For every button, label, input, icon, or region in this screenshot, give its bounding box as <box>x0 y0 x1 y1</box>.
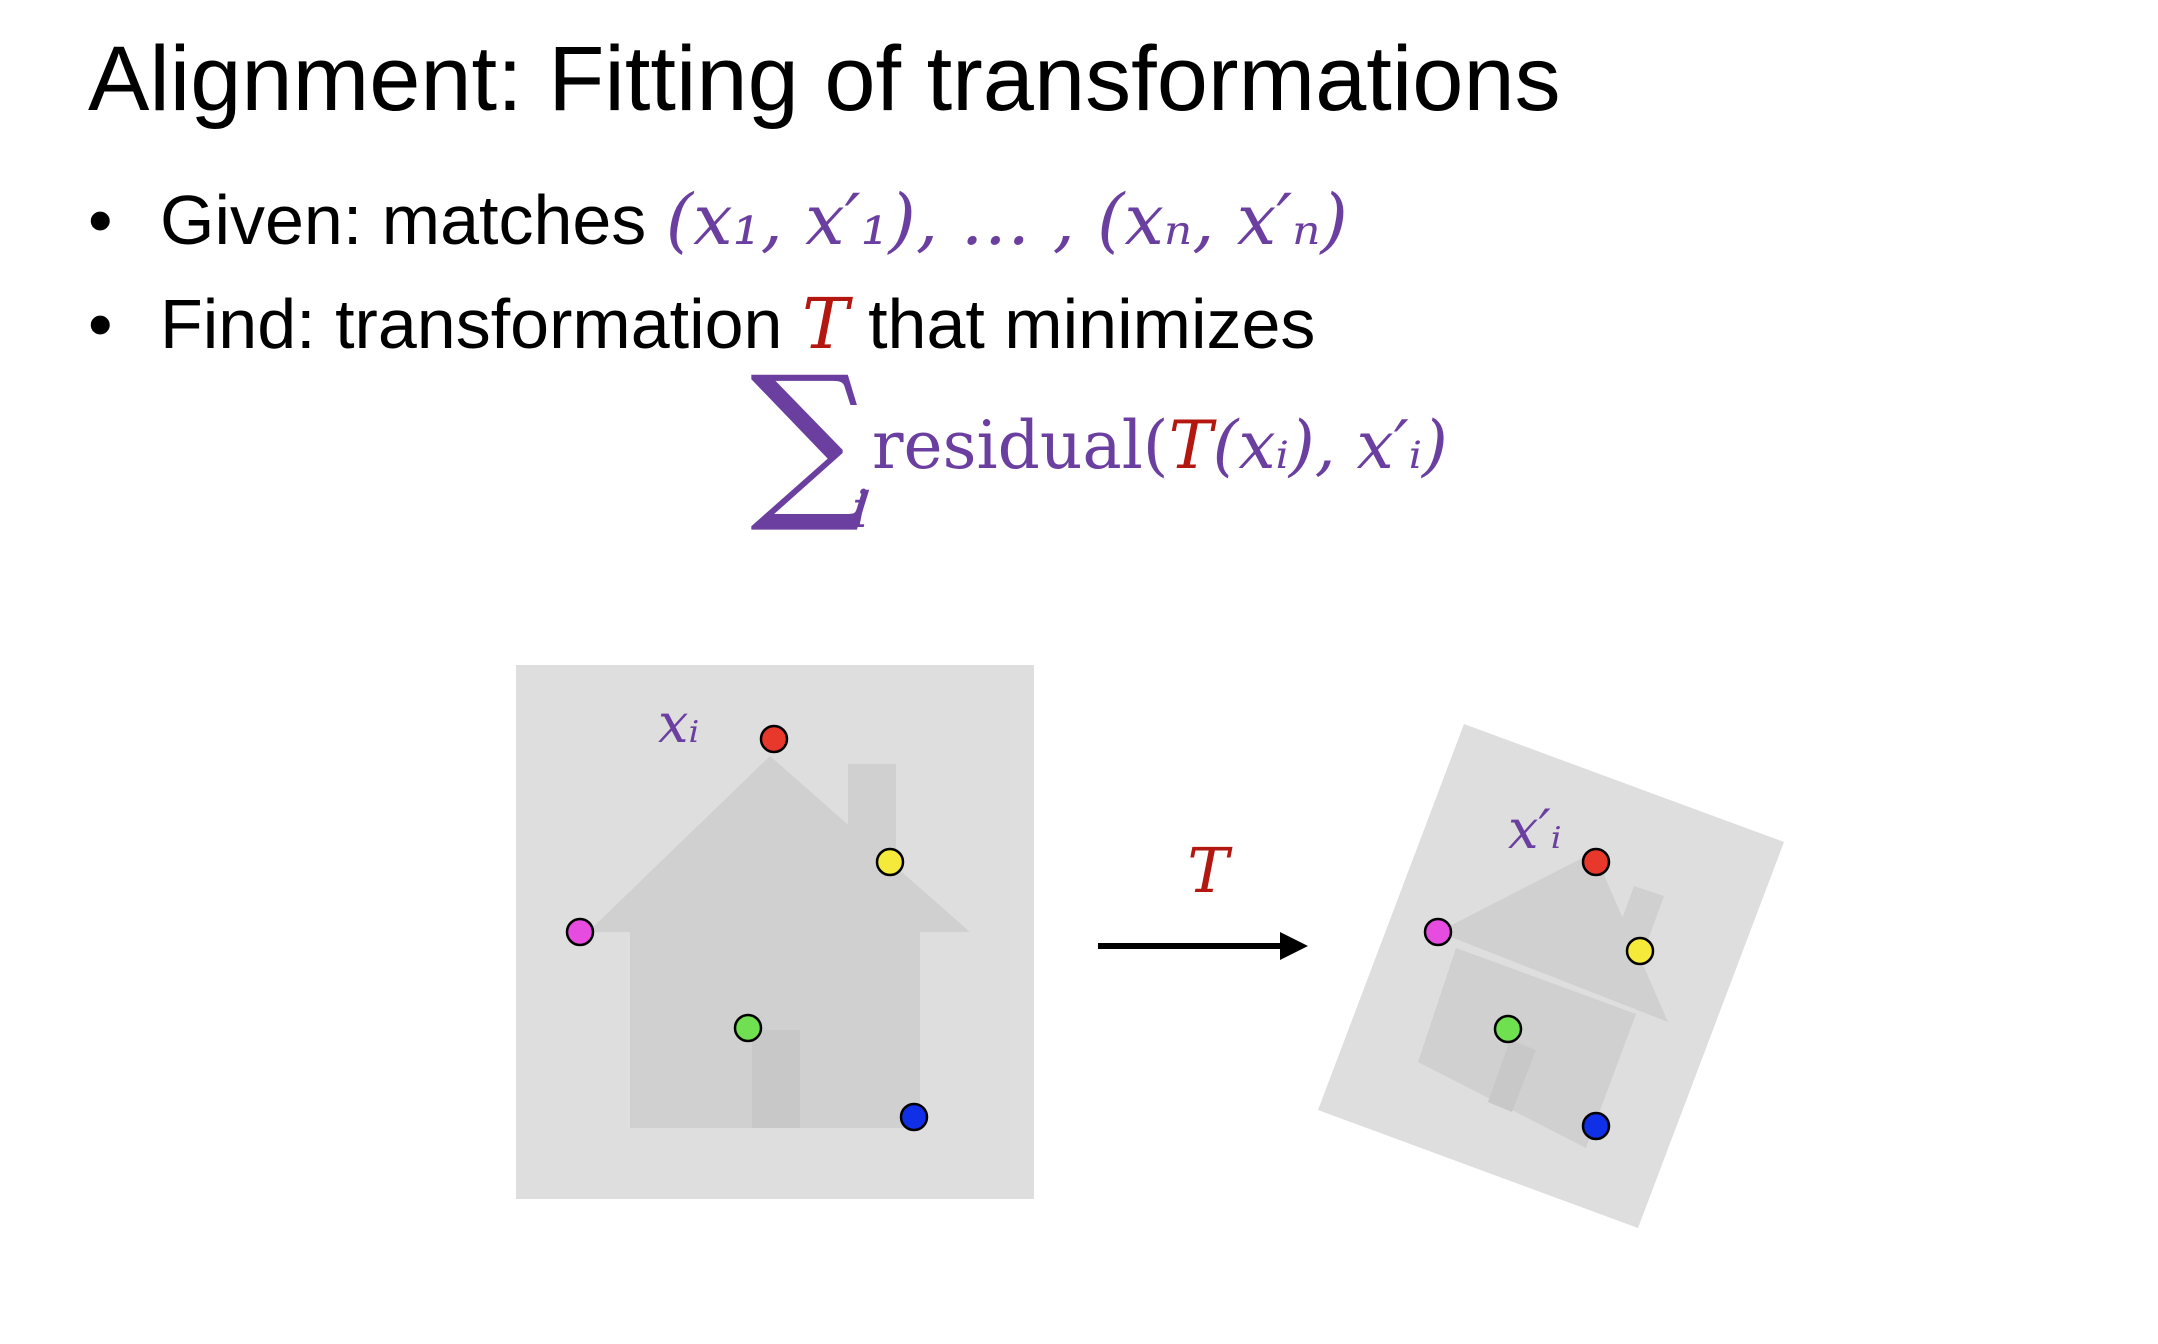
source-point-red <box>759 724 789 754</box>
bullet-marker: • <box>88 285 113 363</box>
sum-index: i <box>852 480 869 540</box>
matches-expression: (x₁, x′₁), … , (xₙ, x′ₙ) <box>665 179 1348 261</box>
bullet-given-text: Given: matches <box>160 181 666 259</box>
target-point-green <box>1493 1014 1523 1044</box>
source-image: xᵢ <box>516 665 1034 1199</box>
arrow-head <box>1280 932 1308 960</box>
formula-residual: residual( <box>872 407 1169 484</box>
bullet-given: • Given: matches (x₁, x′₁), … , (xₙ, x′ₙ) <box>88 178 1348 262</box>
target-point-label: x′ᵢ <box>1508 798 1562 861</box>
target-point-blue <box>1581 1111 1611 1141</box>
target-point-magenta <box>1423 917 1453 947</box>
target-roof <box>1438 852 1668 1022</box>
source-point-green <box>733 1013 763 1043</box>
source-point-blue <box>899 1102 929 1132</box>
bullet-marker: • <box>88 181 113 259</box>
target-image: x′ᵢ <box>1318 724 1784 1228</box>
source-door <box>752 1030 800 1128</box>
sum-symbol: ∑ <box>750 340 872 538</box>
transformation-symbol: T <box>801 283 849 365</box>
formula-T: T <box>1168 407 1213 484</box>
target-door <box>1488 1040 1536 1112</box>
source-point-label: xᵢ <box>658 692 699 755</box>
source-point-yellow <box>875 847 905 877</box>
transform-arrow: T <box>1098 834 1308 960</box>
target-point-yellow <box>1625 936 1655 966</box>
bullet-find-text: Find: transformation <box>160 285 802 363</box>
source-roof <box>588 756 970 932</box>
formula-args: (xᵢ), x′ᵢ) <box>1212 407 1448 484</box>
target-point-red <box>1581 847 1611 877</box>
slide-title: Alignment: Fitting of transformations <box>88 28 1561 130</box>
formula-body: residual(T(xᵢ), x′ᵢ) <box>872 406 1448 486</box>
source-point-magenta <box>565 917 595 947</box>
arrow-label: T <box>1187 834 1233 907</box>
bullet-find-text-after: that minimizes <box>848 285 1316 363</box>
bullet-find: • Find: transformation T that minimizes <box>88 282 1315 366</box>
